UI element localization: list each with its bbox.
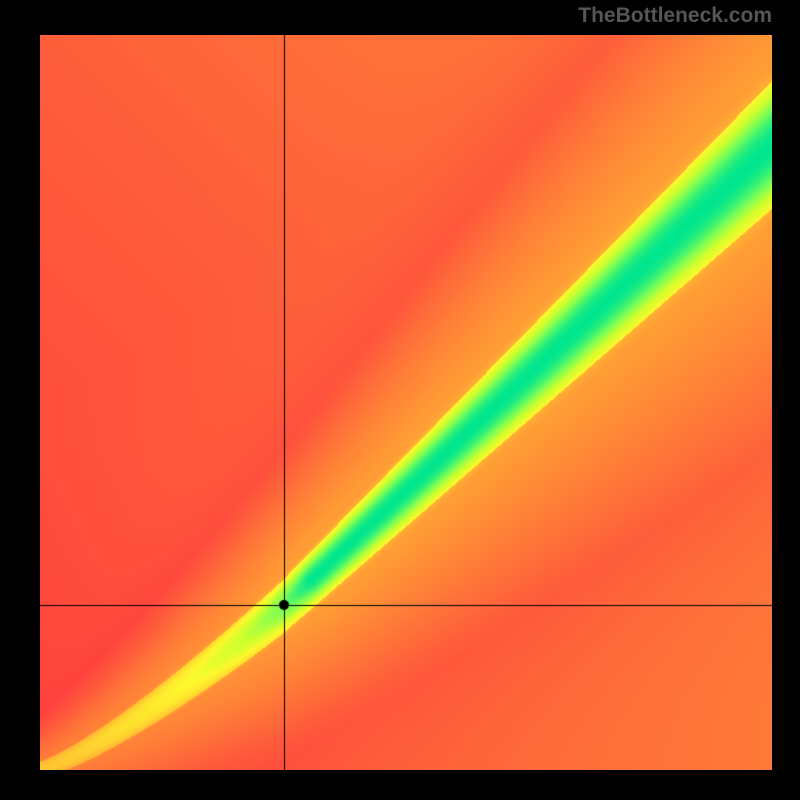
attribution-text: TheBottleneck.com — [578, 4, 772, 28]
chart-frame: { "attribution": "TheBottleneck.com", "a… — [0, 0, 800, 800]
bottleneck-heatmap — [40, 35, 772, 770]
